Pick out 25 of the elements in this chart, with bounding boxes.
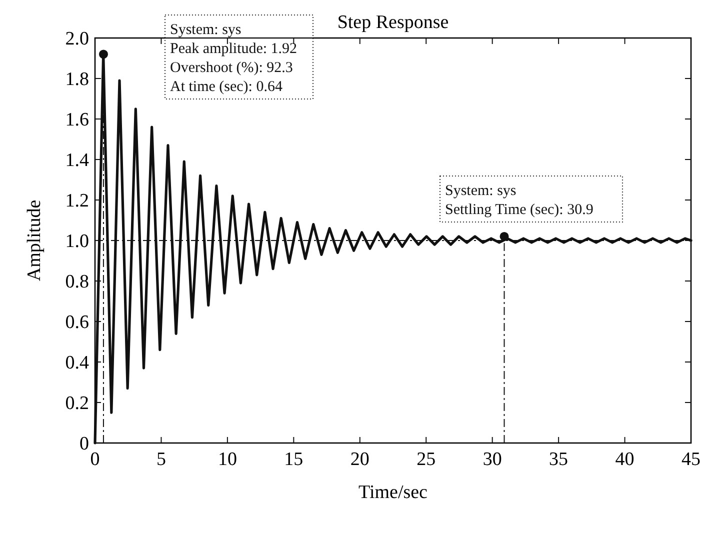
y-tick-label: 0.8 (65, 272, 89, 293)
y-tick-label: 1.4 (65, 150, 90, 172)
y-tick-label: 1.6 (65, 110, 89, 131)
y-tick-label: 1.0 (65, 231, 89, 252)
y-tick-label: 0.2 (65, 393, 89, 414)
x-tick-label: 40 (615, 449, 634, 470)
x-tick-label: 15 (284, 449, 304, 470)
x-tick-label: 45 (682, 449, 700, 470)
x-tick-label: 20 (350, 449, 370, 470)
x-tick-label: 35 (549, 449, 568, 470)
x-tick-label: 10 (218, 449, 237, 470)
y-tick-label: 0.6 (65, 312, 89, 334)
annotation: System: sys Peak amplitude: 1.92 Overshoot (%): 92.3 At time (sec): 0.64 (170, 22, 298, 95)
y-tick-label: 0.4 (65, 352, 90, 374)
chart-title: Step Response (337, 12, 449, 33)
y-tick-label: 1.2 (65, 190, 89, 212)
x-axis-title: Time/sec (358, 482, 428, 503)
x-tick-label: 5 (156, 449, 166, 470)
y-tick-label: 1.8 (65, 69, 89, 90)
y-axis-title: Amplitude (24, 200, 45, 282)
annotation: System: sys Settling Time (sec): 30.9 (445, 183, 594, 218)
x-tick-label: 25 (416, 449, 436, 470)
y-tick-label: 0 (80, 434, 89, 455)
x-tick-label: 30 (482, 449, 502, 470)
y-tick-label: 2.0 (65, 28, 89, 50)
